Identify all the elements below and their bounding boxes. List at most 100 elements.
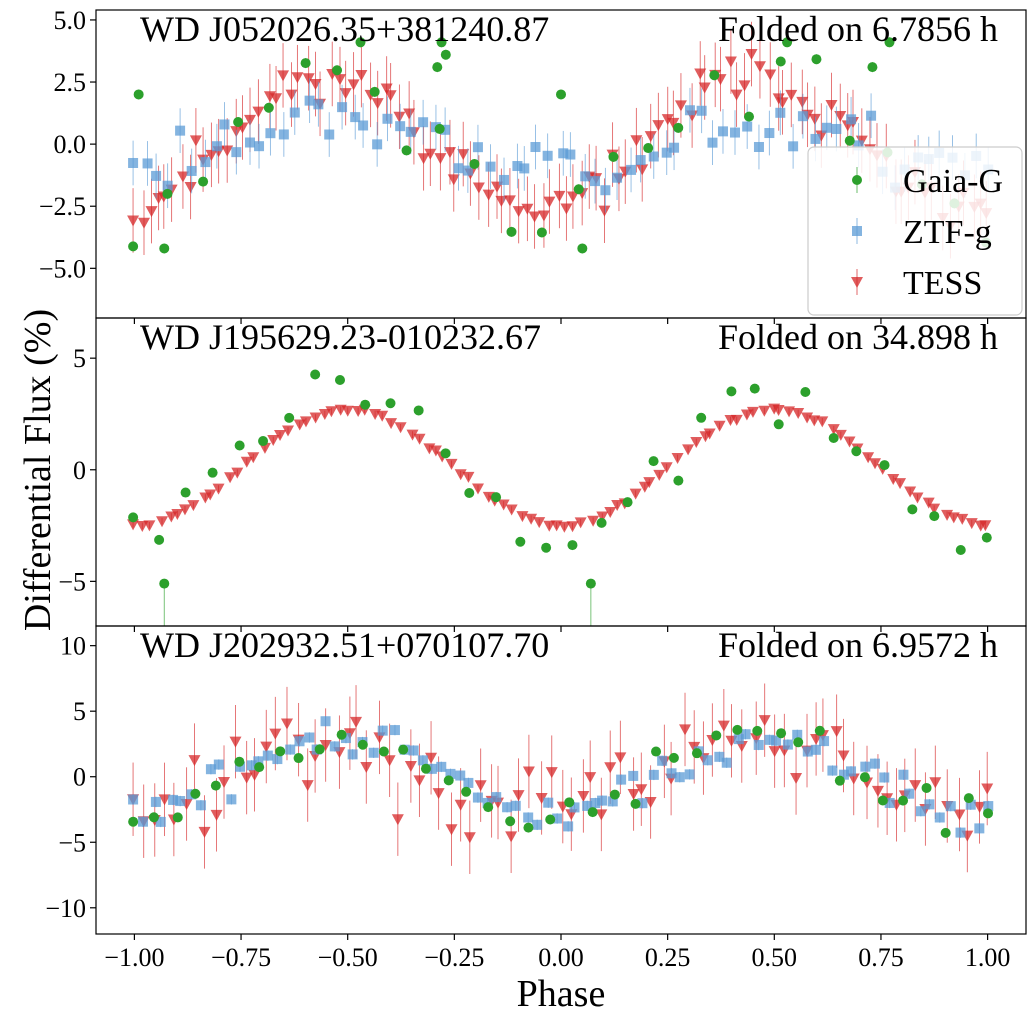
point-gaiag-26 bbox=[133, 89, 144, 100]
point-ztfg-55 bbox=[764, 128, 775, 139]
point-gaiag-2 bbox=[198, 176, 209, 187]
point-tess-28 bbox=[413, 775, 426, 787]
point-gaiag-35 bbox=[585, 578, 596, 589]
point-tess-43 bbox=[497, 499, 510, 511]
point-gaiag-17 bbox=[567, 540, 578, 551]
point-tess-33 bbox=[413, 433, 426, 445]
point-ztfg-32 bbox=[436, 761, 447, 772]
point-gaiag-26 bbox=[668, 752, 679, 763]
point-ztfg-88 bbox=[974, 823, 985, 834]
point-ztfg-49 bbox=[597, 795, 608, 806]
point-ztfg-9 bbox=[213, 759, 224, 770]
point-tess-58 bbox=[717, 720, 730, 732]
point-tess-44 bbox=[577, 790, 590, 802]
point-tess-88 bbox=[887, 474, 900, 486]
point-ztfg-38 bbox=[565, 149, 576, 160]
point-ztfg-39 bbox=[580, 171, 591, 182]
point-tess-73 bbox=[758, 405, 771, 417]
y-tick-label: 5.0 bbox=[54, 6, 87, 35]
point-ztfg-46 bbox=[661, 147, 672, 158]
point-ztfg-2 bbox=[150, 796, 161, 807]
point-tess-35 bbox=[403, 108, 416, 120]
point-gaiag-33 bbox=[814, 725, 825, 736]
point-gaiag-25 bbox=[651, 746, 662, 757]
point-ztfg-61 bbox=[831, 123, 842, 134]
point-tess-30 bbox=[432, 788, 445, 800]
point-ztfg-20 bbox=[320, 716, 331, 727]
point-gaiag-8 bbox=[401, 145, 412, 156]
point-tess-85 bbox=[862, 452, 875, 464]
point-tess-45 bbox=[584, 772, 597, 784]
point-ztfg-7 bbox=[195, 800, 206, 811]
point-tess-49 bbox=[512, 206, 525, 218]
point-tess-30 bbox=[385, 418, 398, 430]
legend: Gaia-G ZTF-g TESS bbox=[807, 146, 1023, 316]
point-ztfg-30 bbox=[472, 142, 483, 153]
point-gaiag-34 bbox=[159, 578, 170, 589]
point-tess-25 bbox=[341, 405, 354, 417]
point-tess-78 bbox=[801, 412, 814, 424]
point-ztfg-11 bbox=[254, 141, 265, 152]
point-tess-13 bbox=[260, 741, 273, 753]
point-tess-32 bbox=[406, 429, 419, 441]
point-ztfg-34 bbox=[519, 163, 530, 174]
point-tess-75 bbox=[772, 404, 785, 416]
point-ztfg-42 bbox=[612, 172, 623, 183]
point-gaiag-21 bbox=[844, 135, 855, 146]
point-ztfg-10 bbox=[245, 137, 256, 148]
point-tess-48 bbox=[543, 520, 556, 532]
point-tess-47 bbox=[533, 517, 546, 529]
point-ztfg-35 bbox=[463, 777, 474, 788]
legend-marker-ztfg bbox=[852, 226, 862, 236]
point-ztfg-26 bbox=[377, 725, 388, 736]
point-ztfg-9 bbox=[231, 147, 242, 158]
panel-title-left: WD J202932.51+070107.70 bbox=[140, 625, 549, 665]
point-tess-86 bbox=[869, 458, 882, 470]
point-ztfg-43 bbox=[543, 797, 554, 808]
point-tess-60 bbox=[598, 205, 611, 217]
point-ztfg-43 bbox=[626, 164, 637, 175]
point-tess-52 bbox=[537, 210, 550, 222]
point-tess-6 bbox=[188, 755, 201, 767]
point-ztfg-73 bbox=[827, 765, 838, 776]
point-gaiag-7 bbox=[275, 746, 286, 757]
point-gaiag-11 bbox=[357, 739, 368, 750]
point-ztfg-36 bbox=[542, 150, 553, 161]
point-tess-17 bbox=[274, 430, 287, 442]
point-ztfg-56 bbox=[666, 768, 677, 779]
point-tess-66 bbox=[644, 131, 657, 143]
point-gaiag-9 bbox=[434, 123, 445, 134]
point-gaiag-7 bbox=[369, 86, 380, 97]
point-gaiag-20 bbox=[648, 456, 659, 467]
point-tess-29 bbox=[425, 752, 438, 764]
point-ztfg-1 bbox=[142, 158, 153, 169]
point-tess-80 bbox=[816, 416, 829, 428]
point-gaiag-1 bbox=[154, 534, 165, 545]
point-ztfg-4 bbox=[168, 794, 179, 805]
point-ztfg-56 bbox=[775, 107, 786, 118]
point-gaiag-8 bbox=[293, 753, 304, 764]
point-tess-39 bbox=[434, 153, 447, 165]
point-tess-53 bbox=[543, 196, 556, 208]
point-gaiag-4 bbox=[234, 440, 245, 451]
point-ztfg-14 bbox=[289, 107, 300, 118]
point-tess-53 bbox=[587, 515, 600, 527]
point-ztfg-38 bbox=[491, 792, 502, 803]
point-gaiag-7 bbox=[310, 369, 321, 380]
point-ztfg-31 bbox=[426, 763, 437, 774]
point-tess-78 bbox=[738, 80, 751, 92]
point-tess-14 bbox=[247, 452, 260, 464]
point-gaiag-13 bbox=[464, 488, 475, 499]
panels-layer: −5.0 −2.5 0.0 2.5 5.0 WD J052026.35+381240.87… bbox=[39, 6, 1027, 972]
point-ztfg-71 bbox=[810, 744, 821, 755]
legend-marker-tess bbox=[851, 277, 863, 288]
point-tess-23 bbox=[360, 762, 373, 774]
point-tess-18 bbox=[282, 425, 295, 437]
point-ztfg-55 bbox=[657, 755, 668, 766]
point-ztfg-18 bbox=[337, 102, 348, 113]
point-tess-18 bbox=[270, 93, 283, 105]
point-gaiag-19 bbox=[775, 56, 786, 67]
point-ztfg-52 bbox=[628, 770, 639, 781]
x-tick-label: −0.50 bbox=[318, 943, 378, 972]
point-gaiag-15 bbox=[643, 143, 654, 154]
